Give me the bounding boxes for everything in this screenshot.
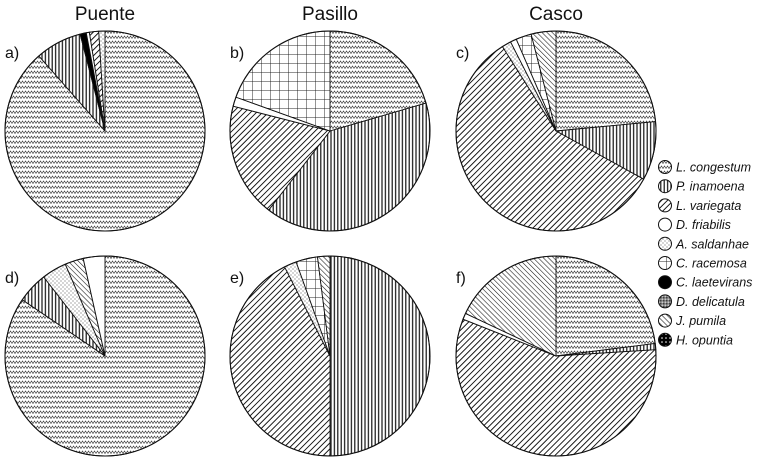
pie-b: b) <box>229 30 431 232</box>
legend-label: D. friabilis <box>676 218 731 232</box>
pie-outline <box>4 30 206 232</box>
pie-slice-l-congestum <box>555 30 657 132</box>
pie-a: a) <box>4 30 206 232</box>
legend-item-l-congestum: L. congestum <box>658 160 751 175</box>
legend-item-l-variegata: L. variegata <box>658 198 741 213</box>
column-heading-casco: Casco <box>529 4 583 25</box>
legend-label: L. variegata <box>676 199 741 213</box>
legend-label: P. inamoena <box>676 180 745 194</box>
legend-item-c-laetevirans: C. laetevirans <box>658 275 752 290</box>
legend-label: D. delicatula <box>676 295 745 309</box>
legend-swatch <box>658 198 672 213</box>
legend-item-c-racemosa: C. racemosa <box>658 256 747 271</box>
legend-label: A. saldanhae <box>675 237 749 251</box>
legend-item-d-friabilis: D. friabilis <box>658 217 731 232</box>
legend-swatch <box>658 217 672 232</box>
pie-slice-p-inamoena <box>329 255 431 457</box>
panel-label: a) <box>5 45 19 62</box>
legend-item-p-inamoena: P. inamoena <box>658 179 745 194</box>
legend-swatch <box>658 256 672 270</box>
column-heading-puente: Puente <box>75 4 135 25</box>
legend-item-j-pumila: J. pumila <box>658 313 726 328</box>
legend-label: C. racemosa <box>676 257 747 271</box>
legend-label: L. congestum <box>676 161 751 175</box>
legend-swatch <box>658 160 672 174</box>
legend-label: J. pumila <box>675 314 726 328</box>
legend-swatch <box>658 179 672 194</box>
legend-item-d-delicatula: D. delicatula <box>658 294 745 309</box>
legend-item-a-saldanhae: A. saldanhae <box>658 236 749 251</box>
pie-f: f) <box>455 255 657 457</box>
legend-swatch <box>658 332 672 347</box>
pie-outline <box>229 255 431 457</box>
pie-outline <box>455 30 657 232</box>
pie-outline <box>455 255 657 457</box>
pie-d: d) <box>4 255 206 457</box>
legend-swatch <box>658 294 672 309</box>
panel-label: e) <box>230 270 244 287</box>
pie-e: e) <box>229 255 431 457</box>
legend-swatch <box>658 275 672 290</box>
legend-swatch <box>658 313 672 328</box>
pie-slice-l-congestum <box>555 255 656 357</box>
legend-swatch <box>658 236 672 251</box>
column-heading-pasillo: Pasillo <box>302 4 358 25</box>
panel-label: b) <box>230 45 244 62</box>
legend-label: C. laetevirans <box>676 276 752 290</box>
panel-label: f) <box>456 270 466 287</box>
pie-c: c) <box>455 30 657 232</box>
pie-outline <box>4 255 206 457</box>
panel-label: c) <box>456 45 469 62</box>
legend-label: H. opuntia <box>676 333 733 347</box>
panel-label: d) <box>5 270 19 287</box>
legend-item-h-opuntia: H. opuntia <box>658 332 733 347</box>
pie-outline <box>229 30 431 232</box>
